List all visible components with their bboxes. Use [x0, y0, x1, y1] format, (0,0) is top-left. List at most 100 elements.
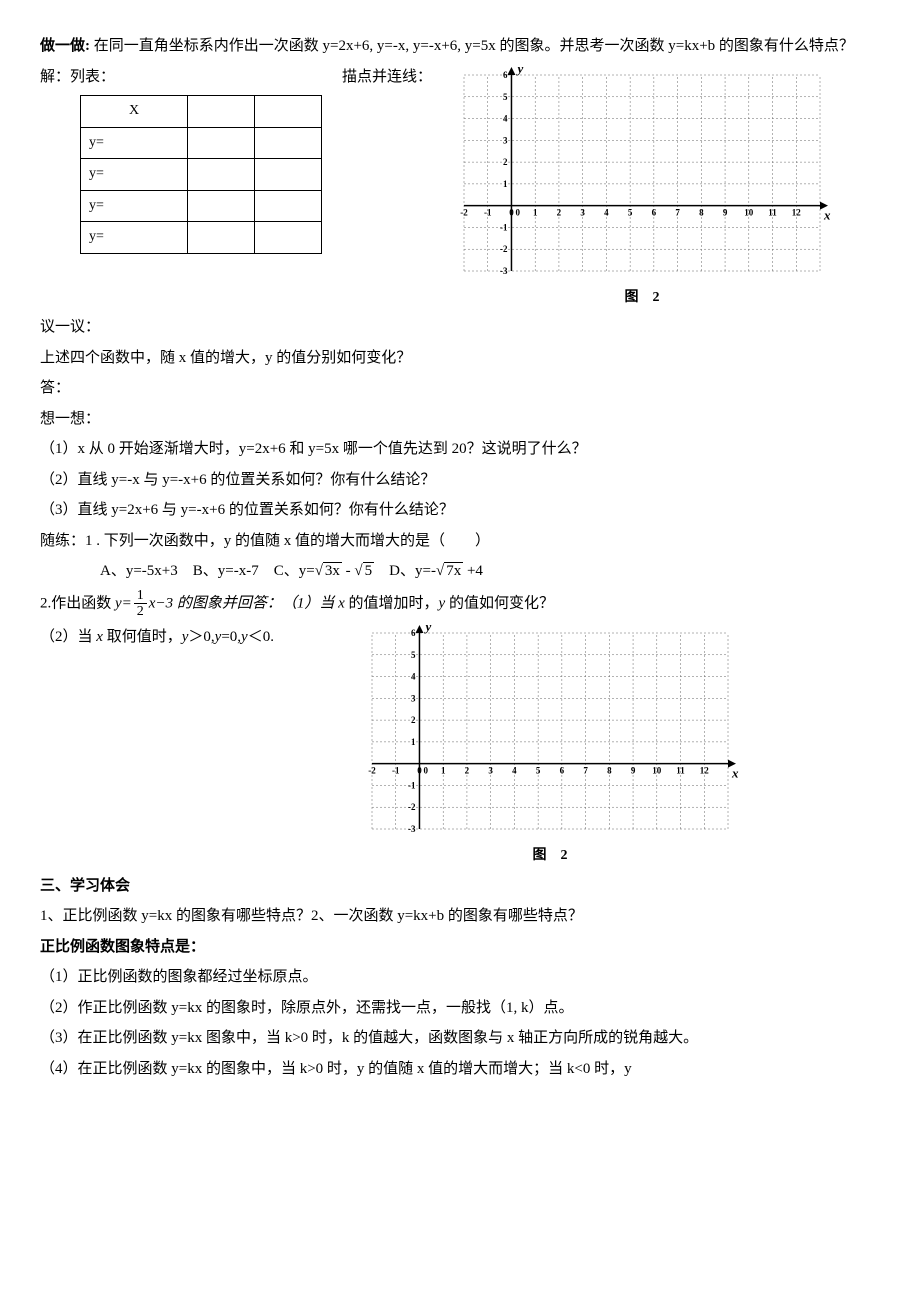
discuss-answer: 答： — [40, 374, 880, 403]
table-cell — [188, 190, 255, 222]
svg-text:1: 1 — [411, 737, 416, 747]
fraction-icon: 12 — [134, 588, 147, 620]
exercise-text: 在同一直角坐标系内作出一次函数 y=2x+6, y=-x, y=-x+6, y=… — [94, 38, 854, 54]
svg-text:0: 0 — [515, 207, 520, 217]
section3-p3: （3）在正比例函数 y=kx 图象中，当 k>0 时，k 的值越大，函数图象与 … — [40, 1024, 880, 1053]
svg-text:x: x — [731, 766, 739, 781]
svg-text:4: 4 — [411, 672, 416, 682]
table-cell — [255, 159, 322, 191]
coordinate-grid-1: -2-10123456789101112-3-2-11234560xy 图 2 — [452, 63, 832, 312]
svg-text:x: x — [823, 207, 831, 222]
svg-text:-1: -1 — [392, 766, 400, 776]
coordinate-grid-2: -2-10123456789101112-3-2-11234560xy 图 2 — [360, 621, 740, 870]
xy-table: X y= y= y= y= — [80, 95, 322, 254]
section3-heading: 三、学习体会 — [40, 872, 880, 901]
svg-text:9: 9 — [631, 766, 636, 776]
svg-text:1: 1 — [441, 766, 446, 776]
table-cell — [255, 127, 322, 159]
svg-text:2: 2 — [411, 715, 416, 725]
option-c-sqrt1: 3x — [323, 562, 342, 579]
plot-lead-wrap: 描点并连线： — [342, 63, 432, 92]
svg-text:3: 3 — [503, 135, 508, 145]
section3-p1: （1）正比例函数的图象都经过坐标原点。 — [40, 963, 880, 992]
svg-text:y: y — [515, 63, 523, 76]
svg-text:-2: -2 — [408, 803, 416, 813]
svg-text:0: 0 — [509, 207, 514, 217]
svg-text:-3: -3 — [500, 266, 508, 276]
svg-text:11: 11 — [676, 766, 685, 776]
svg-text:-1: -1 — [408, 781, 416, 791]
think-heading: 想一想： — [40, 405, 880, 434]
exercise-label: 做一做: — [40, 38, 90, 54]
svg-text:5: 5 — [503, 91, 508, 101]
table-cell — [255, 222, 322, 254]
svg-text:2: 2 — [503, 157, 508, 167]
frac-num: 1 — [134, 588, 147, 604]
svg-text:4: 4 — [512, 766, 517, 776]
section3-p2: （2）作正比例函数 y=kx 的图象时，除原点外，还需找一点，一般找（1, k）… — [40, 994, 880, 1023]
svg-text:5: 5 — [628, 207, 633, 217]
q2-text-d: x — [338, 595, 345, 611]
svg-text:6: 6 — [411, 628, 416, 638]
svg-text:12: 12 — [700, 766, 710, 776]
svg-text:y: y — [423, 621, 431, 634]
option-c-mid: - — [342, 563, 355, 579]
plot-lead: 描点并连线： — [342, 69, 432, 85]
q2s2-g: =0, — [221, 629, 241, 645]
svg-text:4: 4 — [604, 207, 609, 217]
svg-text:3: 3 — [580, 207, 585, 217]
option-d-sqrt: 7x — [444, 562, 463, 579]
table-cell — [255, 190, 322, 222]
svg-text:7: 7 — [583, 766, 588, 776]
option-c-sqrt2: 5 — [363, 562, 375, 579]
svg-text:1: 1 — [533, 207, 538, 217]
grid-caption-1: 图 2 — [452, 285, 832, 312]
table-cell — [188, 96, 255, 128]
q2s2-i: ＜0. — [248, 629, 274, 645]
option-c-pre: C、y= — [274, 563, 315, 579]
q2s2-e: ＞0, — [188, 629, 214, 645]
q2s2-b: x — [96, 629, 103, 645]
practice-q1-options: A、y=-5x+3 B、y=-x-7 C、y=√3x - √5 D、y=-√7x… — [40, 557, 880, 586]
svg-text:1: 1 — [503, 178, 508, 188]
row-label: y= — [81, 127, 188, 159]
section3-subheading: 正比例函数图象特点是： — [40, 933, 880, 962]
svg-text:-1: -1 — [500, 222, 508, 232]
q2-text-a: 2.作出函数 — [40, 595, 115, 611]
practice-q2-sub2: （2）当 x 取何值时，y＞0,y=0,y＜0. — [40, 623, 340, 652]
table-cell — [188, 127, 255, 159]
section3-p4: （4）在正比例函数 y=kx 的图象中，当 k>0 时，y 的值随 x 值的增大… — [40, 1055, 880, 1084]
svg-text:10: 10 — [652, 766, 662, 776]
think-q2: （2）直线 y=-x 与 y=-x+6 的位置关系如何？你有什么结论？ — [40, 466, 880, 495]
practice-q2: 2.作出函数 y=12x−3 的图象并回答：（1）当 x 的值增加时，y 的值如… — [40, 588, 880, 620]
svg-text:12: 12 — [792, 207, 802, 217]
think-q1: （1）x 从 0 开始逐渐增大时，y=2x+6 和 y=5x 哪一个值先达到 2… — [40, 435, 880, 464]
svg-text:8: 8 — [607, 766, 612, 776]
svg-text:3: 3 — [411, 694, 416, 704]
practice-q1: 随练：1 . 下列一次函数中，y 的值随 x 值的增大而增大的是（ ） — [40, 527, 880, 556]
svg-text:6: 6 — [503, 70, 508, 80]
svg-text:2: 2 — [557, 207, 562, 217]
q2s2-h: y — [241, 629, 248, 645]
frac-den: 2 — [134, 604, 147, 619]
row-label: y= — [81, 190, 188, 222]
svg-text:5: 5 — [411, 650, 416, 660]
svg-text:4: 4 — [503, 113, 508, 123]
q2s2-c: 取何值时， — [103, 629, 182, 645]
option-d-post: +4 — [463, 563, 483, 579]
svg-text:-2: -2 — [460, 207, 468, 217]
grid-caption-2: 图 2 — [360, 843, 740, 870]
row-label: y= — [81, 159, 188, 191]
svg-text:6: 6 — [560, 766, 565, 776]
exercise-intro: 做一做: 在同一直角坐标系内作出一次函数 y=2x+6, y=-x, y=-x+… — [40, 32, 880, 61]
row-label: y= — [81, 222, 188, 254]
table-section: 解：列表： X y= y= y= y= — [40, 63, 322, 258]
option-a: A、y=-5x+3 — [100, 563, 178, 579]
q2s2-a: （2）当 — [40, 629, 96, 645]
table-cell — [188, 222, 255, 254]
col-header: X — [81, 96, 188, 128]
svg-text:11: 11 — [768, 207, 777, 217]
table-cell — [255, 96, 322, 128]
svg-text:6: 6 — [652, 207, 657, 217]
svg-text:-2: -2 — [368, 766, 376, 776]
